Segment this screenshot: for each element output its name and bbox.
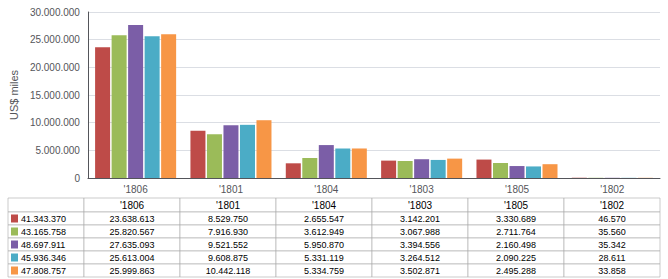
svg-text:3.502.871: 3.502.871 [400, 266, 440, 276]
svg-text:'1806: '1806 [124, 184, 149, 195]
svg-text:2.711.764: 2.711.764 [496, 227, 535, 237]
svg-text:'1801: '1801 [216, 200, 241, 211]
svg-text:5.334.759: 5.334.759 [304, 266, 344, 276]
svg-text:28.611: 28.611 [599, 253, 626, 263]
svg-text:35.560: 35.560 [598, 227, 626, 237]
svg-text:27.635.093: 27.635.093 [109, 240, 154, 250]
svg-text:2.495.288: 2.495.288 [496, 266, 536, 276]
svg-text:47.808.757: 47.808.757 [21, 266, 66, 276]
svg-text:0: 0 [74, 173, 80, 184]
svg-text:'1803: '1803 [408, 200, 433, 211]
svg-text:10.000.000: 10.000.000 [30, 117, 80, 128]
svg-text:US$ miles: US$ miles [8, 69, 20, 120]
svg-text:'1805: '1805 [504, 200, 529, 211]
svg-text:8.529.750: 8.529.750 [208, 214, 248, 224]
svg-text:25.613.004: 25.613.004 [109, 253, 154, 263]
svg-text:25.999.863: 25.999.863 [109, 266, 154, 276]
svg-text:9.608.875: 9.608.875 [208, 253, 248, 263]
svg-text:48.697.911: 48.697.911 [21, 240, 65, 250]
svg-text:30.000.000: 30.000.000 [30, 7, 80, 18]
svg-text:'1805: '1805 [505, 184, 530, 195]
svg-text:46.570: 46.570 [598, 214, 626, 224]
svg-text:25.820.567: 25.820.567 [109, 227, 154, 237]
svg-text:'1803: '1803 [410, 184, 435, 195]
svg-text:2.090.225: 2.090.225 [496, 253, 536, 263]
svg-text:'1806: '1806 [120, 200, 145, 211]
svg-text:33.858: 33.858 [598, 266, 626, 276]
svg-text:5.950.870: 5.950.870 [304, 240, 344, 250]
svg-text:15.000.000: 15.000.000 [30, 90, 80, 101]
svg-text:35.342: 35.342 [598, 240, 626, 250]
svg-text:10.442.118: 10.442.118 [206, 266, 250, 276]
svg-text:9.521.552: 9.521.552 [208, 240, 248, 250]
svg-text:2.655.547: 2.655.547 [304, 214, 344, 224]
svg-text:3.067.988: 3.067.988 [400, 227, 440, 237]
svg-text:'1802: '1802 [600, 184, 625, 195]
svg-text:43.165.758: 43.165.758 [21, 227, 66, 237]
svg-text:20.000.000: 20.000.000 [30, 62, 80, 73]
svg-text:3.330.689: 3.330.689 [496, 214, 536, 224]
svg-text:3.612.949: 3.612.949 [304, 227, 344, 237]
svg-text:2.160.498: 2.160.498 [496, 240, 536, 250]
svg-text:25.000.000: 25.000.000 [30, 34, 80, 45]
svg-text:41.343.370: 41.343.370 [21, 214, 66, 224]
svg-text:'1801: '1801 [219, 184, 244, 195]
svg-text:3.264.512: 3.264.512 [400, 253, 440, 263]
svg-text:5.331.119: 5.331.119 [304, 253, 343, 263]
svg-text:23.638.613: 23.638.613 [109, 214, 154, 224]
svg-text:'1804: '1804 [312, 200, 337, 211]
svg-text:'1802: '1802 [600, 200, 625, 211]
svg-text:7.916.930: 7.916.930 [208, 227, 248, 237]
svg-text:3.394.556: 3.394.556 [400, 240, 440, 250]
svg-text:45.936.346: 45.936.346 [21, 253, 66, 263]
svg-text:'1804: '1804 [314, 184, 339, 195]
svg-text:3.142.201: 3.142.201 [400, 214, 440, 224]
svg-text:5.000.000: 5.000.000 [35, 145, 80, 156]
